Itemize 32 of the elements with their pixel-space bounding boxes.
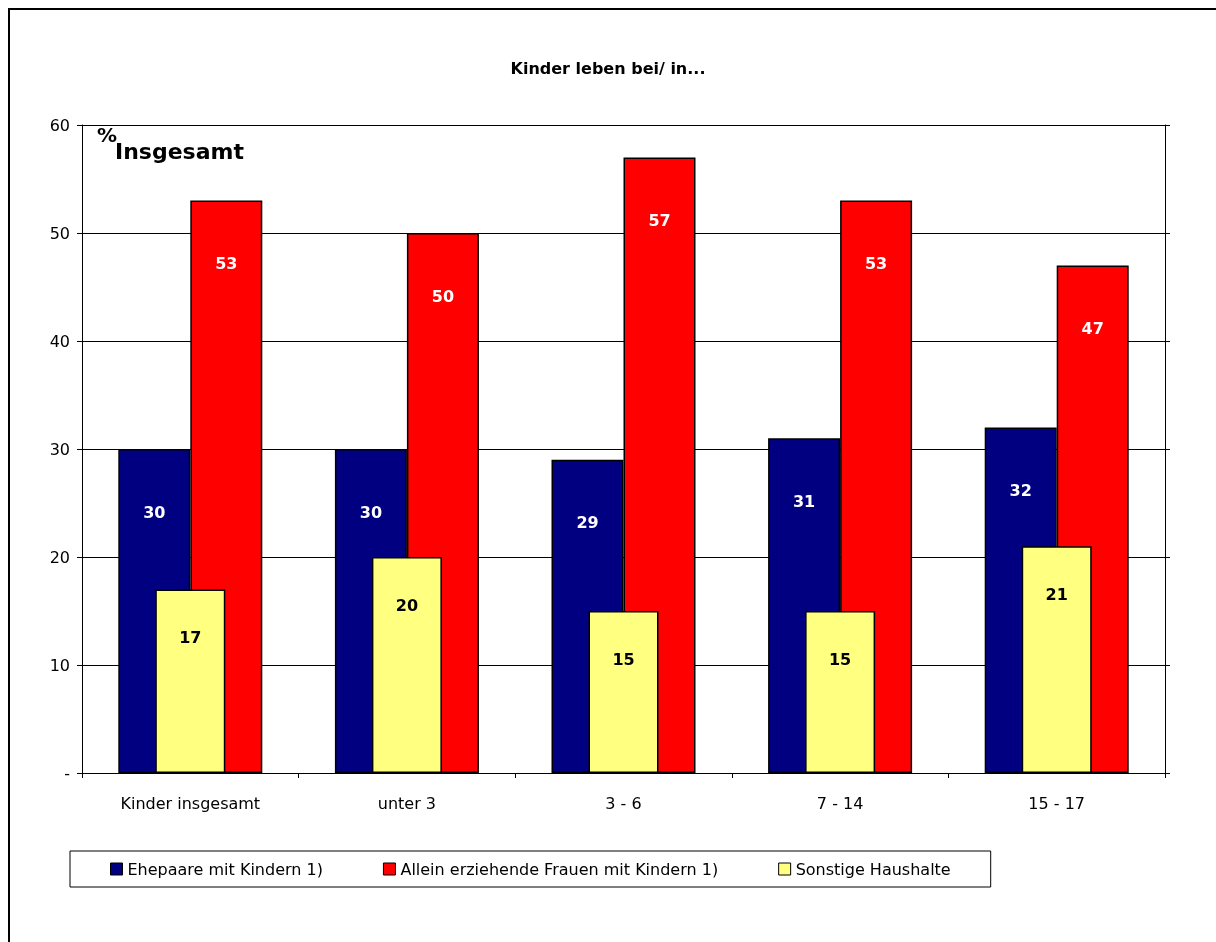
y-tick-label: 60 (49, 115, 70, 135)
data-label: 50 (431, 286, 455, 306)
data-label: 17 (179, 627, 202, 647)
data-label: 53 (864, 254, 888, 274)
y-tick-label: 30 (49, 439, 70, 459)
x-tick-label: 15 - 17 (1028, 793, 1086, 813)
y-tick-label: - (64, 763, 70, 783)
data-label: 15 (828, 649, 852, 669)
y-tick-label: 50 (49, 223, 70, 243)
x-tick-label: 7 - 14 (816, 793, 864, 813)
data-label: 30 (143, 502, 166, 522)
legend-label: Ehepaare mit Kindern 1) (127, 859, 323, 879)
data-label: 57 (648, 210, 671, 230)
y-axis-title: % (97, 123, 118, 147)
legend-label: Allein erziehende Frauen mit Kindern 1) (400, 859, 719, 879)
data-label: 21 (1045, 584, 1068, 604)
data-label: 47 (1081, 318, 1104, 338)
data-label: 29 (576, 513, 599, 533)
data-label: 15 (612, 649, 635, 669)
data-label: 30 (359, 502, 383, 522)
y-tick-label: 10 (49, 655, 70, 675)
y-tick-label: 20 (49, 547, 70, 567)
x-tick-label: unter 3 (377, 793, 437, 813)
data-label: 20 (395, 595, 419, 615)
chart-title: Kinder leben bei/ in... (510, 58, 706, 78)
data-label: 31 (792, 491, 816, 511)
legend-label: Sonstige Haushalte (795, 859, 951, 879)
x-tick-label: Kinder insgesamt (120, 793, 261, 813)
data-label: 53 (215, 254, 238, 274)
y-tick-label: 40 (49, 331, 70, 351)
x-tick-label: 3 - 6 (605, 793, 642, 813)
data-label: 32 (1009, 480, 1032, 500)
